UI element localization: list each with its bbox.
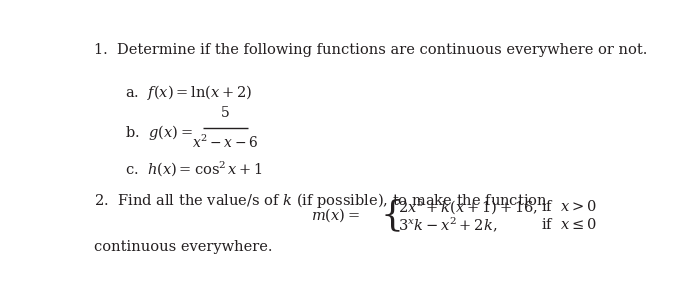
Text: 1.  Determine if the following functions are continuous everywhere or not.: 1. Determine if the following functions … — [94, 43, 648, 57]
Text: a.  $f(x) = \ln(x + 2)$: a. $f(x) = \ln(x + 2)$ — [125, 83, 252, 102]
Text: if  $x>0$: if $x>0$ — [541, 199, 597, 214]
Text: continuous everywhere.: continuous everywhere. — [94, 240, 273, 254]
Text: $m(x) =$: $m(x) =$ — [312, 206, 360, 224]
Text: $\{$: $\{$ — [381, 197, 401, 234]
Text: $x^2-x-6$: $x^2-x-6$ — [192, 133, 258, 151]
Text: 5: 5 — [220, 106, 229, 120]
Text: $3^xk-x^2+2k,$: $3^xk-x^2+2k,$ — [398, 215, 497, 234]
Text: b.  $g(x) =$: b. $g(x) =$ — [125, 123, 192, 142]
Text: c.  $h(x) = \cos^2 x + 1$: c. $h(x) = \cos^2 x + 1$ — [125, 159, 263, 178]
Text: 2.  Find all the value/s of $k$ (if possible), to make the function: 2. Find all the value/s of $k$ (if possi… — [94, 191, 548, 210]
Text: if  $x\leq0$: if $x\leq0$ — [541, 217, 597, 232]
Text: $2x^5+k(x+1)+16,$: $2x^5+k(x+1)+16,$ — [398, 197, 538, 216]
